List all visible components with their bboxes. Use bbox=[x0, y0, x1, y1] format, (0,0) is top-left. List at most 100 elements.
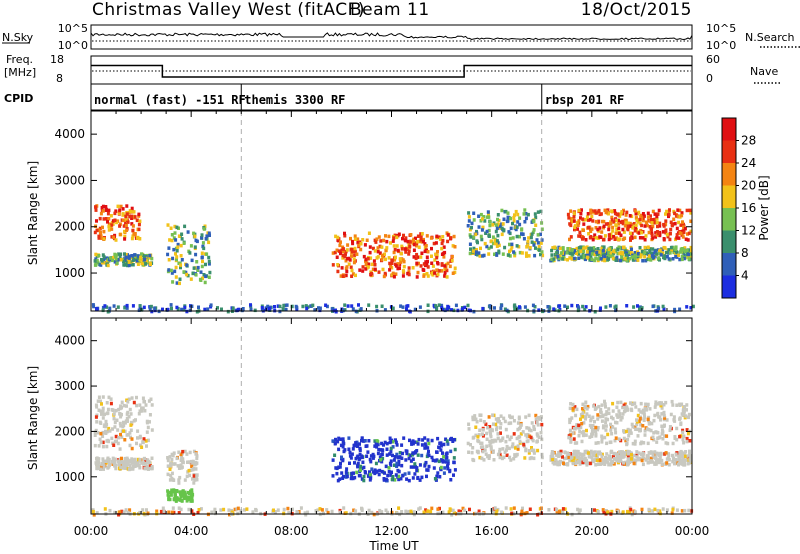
echo-mark bbox=[423, 436, 427, 440]
echo-mark bbox=[651, 435, 655, 439]
echo-mark bbox=[593, 407, 597, 411]
echo-mark bbox=[124, 458, 127, 463]
echo-mark bbox=[510, 415, 514, 419]
echo-mark bbox=[378, 468, 382, 473]
echo-mark bbox=[540, 422, 544, 427]
echo-mark bbox=[376, 451, 380, 456]
echo-mark bbox=[614, 258, 618, 262]
echo-mark bbox=[123, 258, 127, 262]
echo-mark bbox=[595, 458, 599, 463]
echo-mark bbox=[342, 441, 346, 446]
echo-mark bbox=[688, 208, 692, 213]
echo-mark bbox=[441, 307, 444, 312]
echo-mark bbox=[171, 256, 175, 261]
echo-mark bbox=[354, 273, 357, 278]
echo-mark bbox=[378, 455, 382, 459]
echo-mark bbox=[421, 438, 425, 442]
echo-mark bbox=[112, 255, 115, 260]
echo-mark bbox=[496, 233, 500, 238]
echo-mark bbox=[240, 308, 244, 313]
echo-mark bbox=[672, 209, 676, 214]
echo-mark bbox=[208, 233, 211, 237]
echo-mark bbox=[658, 454, 662, 459]
echo-mark bbox=[622, 436, 626, 441]
echo-mark bbox=[490, 428, 494, 432]
echo-mark bbox=[138, 466, 142, 470]
nsearch-tick-bottom: 10^0 bbox=[706, 39, 736, 52]
echo-mark bbox=[352, 257, 356, 261]
echo-mark bbox=[638, 307, 641, 311]
echo-mark bbox=[591, 458, 595, 462]
echo-mark bbox=[202, 227, 206, 231]
echo-mark bbox=[646, 460, 650, 465]
echo-mark bbox=[167, 246, 171, 250]
nsky-label: N.Sky bbox=[2, 31, 34, 44]
echo-mark bbox=[356, 237, 360, 241]
echo-mark bbox=[628, 256, 632, 261]
echo-mark bbox=[418, 478, 422, 482]
echo-mark bbox=[510, 242, 514, 247]
echo-mark bbox=[138, 304, 142, 308]
echo-mark bbox=[577, 208, 581, 213]
echo-mark bbox=[639, 307, 643, 312]
echo-mark bbox=[600, 437, 604, 441]
echo-mark bbox=[613, 209, 617, 213]
echo-mark bbox=[570, 303, 574, 308]
echo-mark bbox=[421, 239, 425, 244]
echo-mark bbox=[109, 214, 113, 218]
echo-mark bbox=[389, 446, 393, 451]
echo-mark bbox=[639, 216, 643, 221]
echo-mark bbox=[97, 464, 101, 468]
echo-mark bbox=[150, 465, 154, 469]
echo-mark bbox=[494, 229, 498, 234]
echo-mark bbox=[602, 237, 606, 242]
echo-mark bbox=[591, 237, 595, 242]
echo-mark bbox=[141, 406, 145, 411]
echo-mark bbox=[683, 226, 687, 231]
echo-mark bbox=[655, 452, 658, 456]
echo-mark bbox=[416, 442, 420, 446]
echo-mark bbox=[379, 448, 383, 452]
echo-mark bbox=[173, 269, 177, 274]
echo-mark bbox=[643, 245, 647, 250]
echo-mark bbox=[148, 261, 152, 265]
echo-mark bbox=[606, 460, 610, 465]
echo-mark bbox=[113, 425, 117, 429]
echo-mark bbox=[167, 268, 171, 272]
echo-mark bbox=[421, 267, 425, 272]
echo-mark bbox=[524, 216, 528, 221]
echo-mark bbox=[607, 227, 611, 232]
echo-mark bbox=[550, 450, 554, 454]
echo-mark bbox=[616, 400, 620, 405]
echo-mark bbox=[657, 231, 661, 235]
echo-mark bbox=[354, 441, 358, 445]
echo-mark bbox=[658, 248, 662, 253]
echo-mark bbox=[101, 209, 105, 213]
echo-mark bbox=[125, 456, 129, 461]
echo-mark bbox=[94, 428, 98, 433]
echo-mark bbox=[540, 455, 544, 460]
echo-mark bbox=[412, 255, 416, 259]
echo-mark bbox=[105, 217, 108, 221]
echo-mark bbox=[178, 281, 181, 286]
echo-mark bbox=[589, 211, 593, 215]
echo-mark bbox=[118, 447, 122, 451]
echo-mark bbox=[336, 478, 340, 483]
echo-mark bbox=[587, 232, 591, 236]
echo-mark bbox=[313, 308, 317, 312]
echo-mark bbox=[130, 396, 134, 400]
echo-mark bbox=[516, 447, 520, 451]
echo-mark bbox=[226, 309, 230, 314]
echo-mark bbox=[653, 462, 657, 466]
echo-mark bbox=[93, 259, 97, 263]
echo-mark bbox=[483, 241, 487, 246]
echo-mark bbox=[504, 427, 508, 432]
echo-mark bbox=[335, 255, 339, 259]
echo-mark bbox=[614, 304, 618, 308]
echo-mark bbox=[596, 462, 600, 466]
echo-mark bbox=[130, 460, 134, 464]
echo-mark bbox=[628, 214, 632, 218]
echo-mark bbox=[148, 464, 152, 468]
echo-mark bbox=[666, 234, 670, 239]
echo-mark bbox=[621, 227, 625, 232]
